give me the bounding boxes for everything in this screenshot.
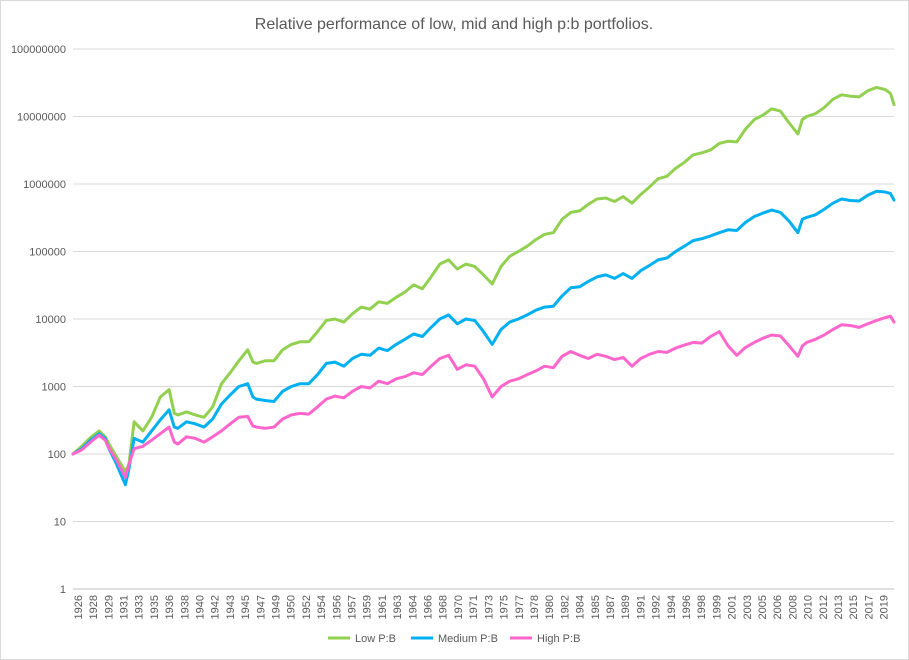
x-tick-label: 1984 (575, 595, 587, 619)
y-tick-label: 100 (48, 449, 66, 461)
x-tick-label: 2017 (863, 595, 875, 619)
x-tick-label: 1966 (423, 595, 435, 619)
x-axis-ticks: 1926 1928 1929 1931 1933 1935 1936 1938 1940 1942… (73, 595, 891, 619)
x-tick-label: 1991 (635, 595, 647, 619)
x-tick-label: 2003 (742, 595, 754, 619)
x-tick-label: 1980 (544, 595, 556, 619)
x-tick-label: 1931 (118, 595, 130, 619)
x-tick-label: 1963 (392, 595, 404, 619)
y-tick-label: 10 (54, 517, 66, 529)
x-tick-label: 1943 (225, 595, 237, 619)
x-tick-label: 1989 (620, 595, 632, 619)
x-tick-label: 1949 (270, 595, 282, 619)
x-tick-label: 1928 (88, 595, 100, 619)
x-tick-label: 2008 (787, 595, 799, 619)
x-tick-label: 1935 (149, 595, 161, 619)
x-tick-label: 1992 (651, 595, 663, 619)
x-tick-label: 1994 (666, 595, 678, 619)
x-tick-label: 1968 (438, 595, 450, 619)
x-tick-label: 1942 (210, 595, 222, 619)
x-tick-label: 1947 (255, 595, 267, 619)
series-lines (71, 85, 896, 487)
x-tick-label: 2012 (818, 595, 830, 619)
x-tick-label: 1975 (499, 595, 511, 619)
x-tick-label: 1926 (73, 595, 85, 619)
x-tick-label: 1940 (194, 595, 206, 619)
x-tick-label: 1999 (711, 595, 723, 619)
x-tick-label: 1977 (514, 595, 526, 619)
x-tick-label: 1959 (362, 595, 374, 619)
x-tick-label: 2006 (772, 595, 784, 619)
x-tick-label: 1936 (164, 595, 176, 619)
y-tick-label: 100000000 (11, 44, 66, 56)
x-tick-label: 2005 (757, 595, 769, 619)
x-tick-label: 1985 (590, 595, 602, 619)
y-tick-label: 1 (60, 584, 66, 596)
y-tick-label: 100000 (29, 247, 66, 259)
legend-high-p-b-label: High P:B (537, 633, 580, 645)
x-tick-label: 1929 (103, 595, 115, 619)
x-tick-label: 1938 (179, 595, 191, 619)
x-tick-label: 1945 (240, 595, 252, 619)
x-tick-label: 2010 (803, 595, 815, 619)
x-tick-label: 1957 (347, 595, 359, 619)
legend: Low P:B Medium P:B High P:B (328, 633, 580, 645)
y-tick-label: 10000000 (17, 112, 66, 124)
series-line-low-p-b (71, 85, 896, 473)
y-tick-label: 10000 (35, 314, 66, 326)
x-tick-label: 1956 (331, 595, 343, 619)
x-tick-label: 1952 (301, 595, 313, 619)
x-tick-label: 1973 (483, 595, 495, 619)
x-tick-label: 1950 (286, 595, 298, 619)
x-tick-label: 1964 (407, 595, 419, 619)
legend-medium-p-b-label: Medium P:B (438, 633, 498, 645)
chart-title: Relative performance of low, mid and hig… (255, 16, 653, 33)
series-line-medium-p-b (71, 189, 896, 487)
y-tick-label: 1000 (42, 382, 66, 394)
x-tick-label: 2015 (848, 595, 860, 619)
y-axis-ticks: 1 10 100 1000 10000 100000 1000000 10000000 1000… (11, 44, 66, 596)
x-tick-label: 1971 (468, 595, 480, 619)
series-line-high-p-b (71, 314, 896, 479)
legend-low-p-b-label: Low P:B (355, 633, 396, 645)
x-tick-label: 2001 (727, 595, 739, 619)
x-tick-label: 2013 (833, 595, 845, 619)
x-tick-label: 1978 (529, 595, 541, 619)
x-tick-label: 1982 (559, 595, 571, 619)
x-tick-label: 1933 (134, 595, 146, 619)
x-tick-label: 1996 (681, 595, 693, 619)
x-tick-label: 2019 (879, 595, 891, 619)
x-tick-label: 1961 (377, 595, 389, 619)
x-tick-label: 1987 (605, 595, 617, 619)
x-tick-label: 1998 (696, 595, 708, 619)
x-tick-label: 1970 (453, 595, 465, 619)
y-tick-label: 1000000 (23, 179, 66, 191)
x-tick-label: 1954 (316, 595, 328, 619)
gridlines (73, 48, 894, 590)
